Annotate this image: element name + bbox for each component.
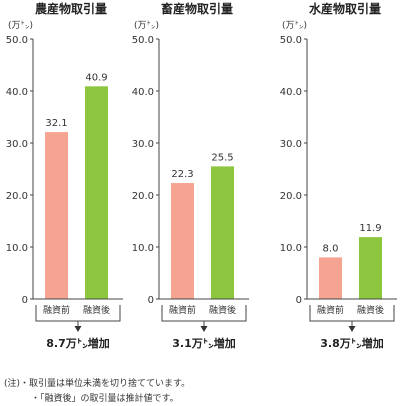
- increase-label: 3.1万㌧増加: [172, 336, 236, 350]
- y-tick-label: 50.0: [132, 35, 154, 46]
- y-tick-label: 50.0: [6, 35, 28, 46]
- chart-title: 畜産物取引量: [161, 1, 233, 16]
- category-label: 融資後: [83, 304, 110, 316]
- chart-panel-3: 水産物取引量(万㌧) 50.0 40.0 30.0 20.0 10.0 0 8.0 融資前 11.…: [280, 1, 397, 350]
- bar-融資前: [171, 183, 194, 299]
- y-tick-label: 30.0: [280, 139, 302, 150]
- y-tick-label: 0: [296, 295, 302, 306]
- increase-label: 3.8万㌧増加: [320, 336, 384, 350]
- chart-title: 水産物取引量: [309, 1, 381, 16]
- note-line-2: ・「融資後」の取引量は推計値です。: [31, 392, 179, 404]
- value-label: 32.1: [45, 118, 67, 129]
- chart-panel-1: 農産物取引量(万㌧) 50.0 40.0 30.0 20.0 10.0 0 32.1 融資前 40…: [6, 1, 123, 350]
- y-tick-label: 20.0: [132, 191, 154, 202]
- y-tick-label: 30.0: [6, 139, 28, 150]
- category-label: 融資前: [43, 304, 70, 316]
- y-tick-label: 20.0: [6, 191, 28, 202]
- chart-panel-2: 畜産物取引量(万㌧) 50.0 40.0 30.0 20.0 10.0 0 22.3 融資前 25…: [132, 1, 249, 350]
- value-label: 8.0: [323, 243, 339, 254]
- y-unit-label: (万㌧): [282, 21, 307, 31]
- y-tick-label: 40.0: [280, 87, 302, 98]
- increase-label: 8.7万㌧増加: [46, 336, 110, 350]
- note-line-1: (注)・取引量は単位未満を切り捨てています。: [4, 377, 190, 389]
- y-tick-label: 30.0: [132, 139, 154, 150]
- down-arrow-icon: [348, 326, 356, 332]
- bar-融資後: [85, 86, 108, 299]
- y-tick-label: 10.0: [280, 243, 302, 254]
- y-tick-label: 10.0: [6, 243, 28, 254]
- y-tick-label: 10.0: [132, 243, 154, 254]
- category-label: 融資前: [317, 304, 344, 316]
- category-label: 融資後: [357, 304, 384, 316]
- value-label: 11.9: [359, 223, 381, 234]
- category-label: 融資後: [209, 304, 236, 316]
- value-label: 40.9: [85, 72, 107, 83]
- bar-融資後: [211, 166, 234, 299]
- y-tick-label: 40.0: [6, 87, 28, 98]
- value-label: 25.5: [211, 152, 233, 163]
- y-unit-label: (万㌧): [134, 21, 159, 31]
- y-tick-label: 20.0: [280, 191, 302, 202]
- bar-融資前: [319, 257, 342, 299]
- y-tick-label: 50.0: [280, 35, 302, 46]
- y-tick-label: 0: [22, 295, 28, 306]
- down-arrow-icon: [200, 326, 208, 332]
- down-arrow-icon: [74, 326, 82, 332]
- category-label: 融資前: [169, 304, 196, 316]
- y-tick-label: 0: [148, 295, 154, 306]
- bar-融資前: [45, 132, 68, 299]
- bar-融資後: [359, 237, 382, 299]
- y-unit-label: (万㌧): [8, 21, 33, 31]
- chart-title: 農産物取引量: [35, 1, 107, 16]
- y-tick-label: 40.0: [132, 87, 154, 98]
- value-label: 22.3: [171, 169, 193, 180]
